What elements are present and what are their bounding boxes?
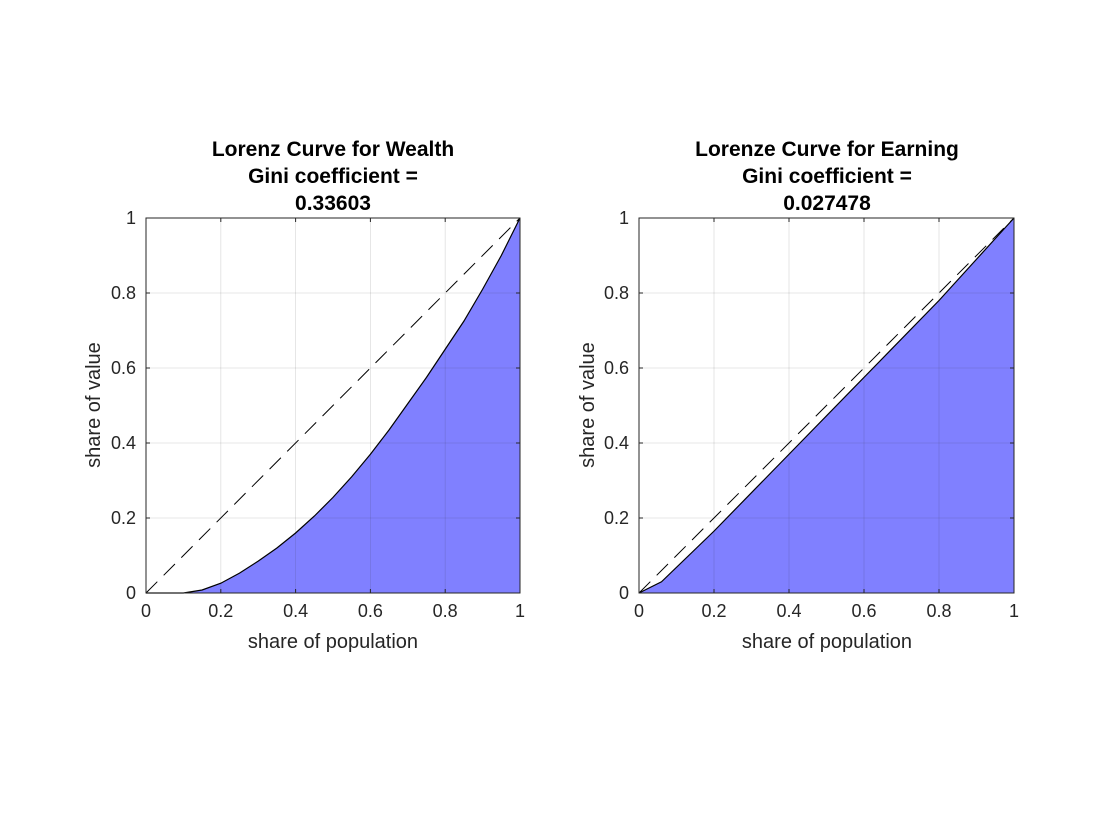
y-tick-label: 0.8 <box>604 283 629 303</box>
chart-title-line-1: Lorenze Curve for Earning <box>695 138 959 161</box>
lorenz-curve <box>146 217 521 594</box>
equality-line <box>638 217 1015 594</box>
y-tick-label: 1 <box>126 208 136 228</box>
lorenz-area <box>639 218 1014 593</box>
y-tick-label: 0.2 <box>111 508 136 528</box>
y-tick-label: 1 <box>619 208 629 228</box>
y-tick-label: 0.2 <box>604 508 629 528</box>
x-tick-label: 0.2 <box>701 601 726 621</box>
x-tick-label: 0.2 <box>208 601 233 621</box>
chart-title-line-2: Gini coefficient = <box>248 165 418 188</box>
panel-earning: Lorenze Curve for Earning Gini coefficie… <box>577 138 1019 653</box>
y-tick-label: 0 <box>619 583 629 603</box>
x-tick-label: 0.4 <box>776 601 801 621</box>
x-tick-label: 0.6 <box>358 601 383 621</box>
x-tick-label: 1 <box>515 601 525 621</box>
lorenz-curve <box>638 217 1015 594</box>
x-axis-label: share of population <box>248 631 418 653</box>
x-tick-label: 0.6 <box>851 601 876 621</box>
y-tick-label: 0.6 <box>111 358 136 378</box>
x-tick-label: 0.4 <box>283 601 308 621</box>
chart-title-line-1: Lorenz Curve for Wealth <box>212 138 454 161</box>
y-axis-label: share of value <box>577 342 599 468</box>
x-tick-label: 0.8 <box>926 601 951 621</box>
x-axis-label: share of population <box>742 631 912 653</box>
lorenz-area <box>146 218 520 593</box>
y-axis-label: share of value <box>83 342 105 468</box>
plot-area: 0 0.2 0.4 0.6 0.8 1 0 0.2 0.4 0.6 0.8 1 <box>111 208 525 621</box>
plot-area: 0 0.2 0.4 0.6 0.8 1 0 0.2 0.4 0.6 0.8 1 <box>604 208 1019 621</box>
panel-wealth: Lorenz Curve for Wealth Gini coefficient… <box>83 138 525 653</box>
y-tick-label: 0.6 <box>604 358 629 378</box>
chart-title-line-2: Gini coefficient = <box>742 165 912 188</box>
x-tick-label: 0.8 <box>433 601 458 621</box>
x-tick-label: 0 <box>634 601 644 621</box>
chart-title-line-3: 0.33603 <box>295 192 371 215</box>
chart-title-line-3: 0.027478 <box>783 192 871 215</box>
x-tick-label: 0 <box>141 601 151 621</box>
y-tick-label: 0.4 <box>111 433 136 453</box>
axes-box <box>145 217 521 594</box>
equality-line <box>145 217 521 594</box>
y-tick-label: 0 <box>126 583 136 603</box>
y-tick-label: 0.4 <box>604 433 629 453</box>
y-tick-label: 0.8 <box>111 283 136 303</box>
x-tick-label: 1 <box>1009 601 1019 621</box>
axes-box <box>638 217 1015 594</box>
